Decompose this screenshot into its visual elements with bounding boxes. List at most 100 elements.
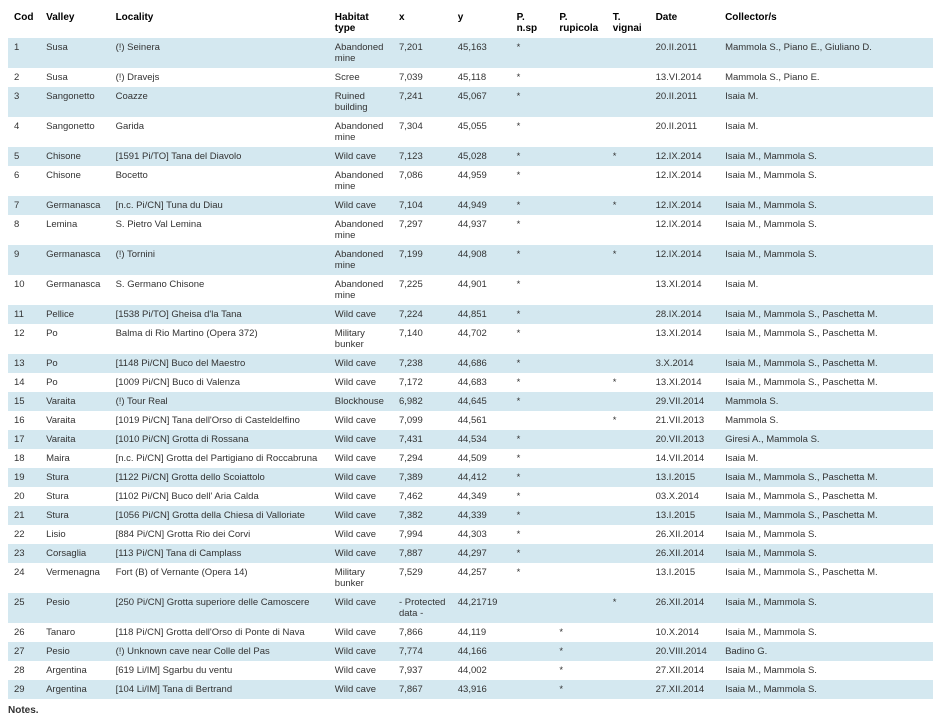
cell-y: 44,686 xyxy=(452,354,511,373)
cell-coll: Isaia M., Mammola S. xyxy=(719,661,933,680)
cell-x: 7,389 xyxy=(393,468,452,487)
cell-habitat: Wild cave xyxy=(329,680,393,699)
cell-habitat: Wild cave xyxy=(329,661,393,680)
cell-x: 7,104 xyxy=(393,196,452,215)
table-header-row: CodValleyLocalityHabitat typexyP. n.spP.… xyxy=(8,8,933,38)
cell-habitat: Wild cave xyxy=(329,373,393,392)
table-row: 19Stura[1122 Pi/CN] Grotta dello Scoiatt… xyxy=(8,468,933,487)
cell-cod: 1 xyxy=(8,38,40,68)
cell-date: 20.VIII.2014 xyxy=(650,642,720,661)
cell-pnsp xyxy=(511,593,554,623)
table-row: 4SangonettoGaridaAbandoned mine7,30445,0… xyxy=(8,117,933,147)
cell-coll: Isaia M., Mammola S., Paschetta M. xyxy=(719,563,933,593)
cell-y: 44,166 xyxy=(452,642,511,661)
table-row: 29Argentina[104 Li/IM] Tana di BertrandW… xyxy=(8,680,933,699)
cell-y: 45,163 xyxy=(452,38,511,68)
cell-cod: 18 xyxy=(8,449,40,468)
cell-prup xyxy=(553,117,606,147)
cell-y: 44,339 xyxy=(452,506,511,525)
table-body: 1Susa(!) SeineraAbandoned mine7,20145,16… xyxy=(8,38,933,699)
cell-valley: Lemina xyxy=(40,215,110,245)
cell-tvig xyxy=(607,354,650,373)
cell-prup xyxy=(553,68,606,87)
cell-prup xyxy=(553,166,606,196)
cell-prup xyxy=(553,38,606,68)
cell-coll: Isaia M. xyxy=(719,117,933,147)
cell-coll: Isaia M., Mammola S., Paschetta M. xyxy=(719,354,933,373)
cell-cod: 13 xyxy=(8,354,40,373)
cell-pnsp xyxy=(511,661,554,680)
cell-x: 7,123 xyxy=(393,147,452,166)
cell-pnsp: * xyxy=(511,87,554,117)
table-row: 17Varaita[1010 Pi/CN] Grotta di RossanaW… xyxy=(8,430,933,449)
cell-habitat: Blockhouse xyxy=(329,392,393,411)
cell-valley: Germanasca xyxy=(40,196,110,215)
cell-coll: Mammola S., Piano E., Giuliano D. xyxy=(719,38,933,68)
table-row: 9Germanasca(!) TorniniAbandoned mine7,19… xyxy=(8,245,933,275)
cell-pnsp: * xyxy=(511,147,554,166)
table-row: 18Maira[n.c. Pi/CN] Grotta del Partigian… xyxy=(8,449,933,468)
cell-habitat: Wild cave xyxy=(329,411,393,430)
cell-valley: Germanasca xyxy=(40,245,110,275)
cell-coll: Mammola S., Piano E. xyxy=(719,68,933,87)
data-table: CodValleyLocalityHabitat typexyP. n.spP.… xyxy=(8,8,933,699)
cell-y: 45,118 xyxy=(452,68,511,87)
cell-coll: Isaia M. xyxy=(719,449,933,468)
cell-date: 29.VII.2014 xyxy=(650,392,720,411)
table-row: 20Stura[1102 Pi/CN] Buco dell' Aria Cald… xyxy=(8,487,933,506)
cell-date: 13.XI.2014 xyxy=(650,373,720,392)
cell-valley: Stura xyxy=(40,487,110,506)
cell-x: 7,099 xyxy=(393,411,452,430)
cell-valley: Stura xyxy=(40,468,110,487)
cell-valley: Maira xyxy=(40,449,110,468)
cell-cod: 21 xyxy=(8,506,40,525)
cell-x: 7,039 xyxy=(393,68,452,87)
cell-cod: 25 xyxy=(8,593,40,623)
cell-y: 44,561 xyxy=(452,411,511,430)
cell-locality: [1591 Pi/TO] Tana del Diavolo xyxy=(110,147,329,166)
cell-cod: 26 xyxy=(8,623,40,642)
cell-locality: [n.c. Pi/CN] Grotta del Partigiano di Ro… xyxy=(110,449,329,468)
cell-x: 7,225 xyxy=(393,275,452,305)
cell-pnsp: * xyxy=(511,245,554,275)
cell-locality: (!) Seinera xyxy=(110,38,329,68)
cell-pnsp: * xyxy=(511,449,554,468)
cell-tvig xyxy=(607,324,650,354)
cell-pnsp: * xyxy=(511,506,554,525)
cell-tvig xyxy=(607,87,650,117)
cell-pnsp: * xyxy=(511,563,554,593)
cell-habitat: Wild cave xyxy=(329,544,393,563)
cell-pnsp: * xyxy=(511,196,554,215)
cell-pnsp: * xyxy=(511,38,554,68)
table-row: 28Argentina[619 Li/IM] Sgarbu du ventuWi… xyxy=(8,661,933,680)
cell-x: 7,937 xyxy=(393,661,452,680)
cell-cod: 17 xyxy=(8,430,40,449)
cell-coll: Isaia M., Mammola S., Paschetta M. xyxy=(719,373,933,392)
cell-habitat: Ruined building xyxy=(329,87,393,117)
cell-date: 10.X.2014 xyxy=(650,623,720,642)
cell-date: 20.VII.2013 xyxy=(650,430,720,449)
table-row: 25Pesio[250 Pi/CN] Grotta superiore dell… xyxy=(8,593,933,623)
cell-y: 44,002 xyxy=(452,661,511,680)
cell-valley: Sangonetto xyxy=(40,117,110,147)
cell-cod: 12 xyxy=(8,324,40,354)
cell-locality: [1538 Pi/TO] Gheisa d'la Tana xyxy=(110,305,329,324)
cell-tvig xyxy=(607,215,650,245)
cell-valley: Varaita xyxy=(40,411,110,430)
cell-pnsp xyxy=(511,680,554,699)
cell-date: 12.IX.2014 xyxy=(650,166,720,196)
cell-prup xyxy=(553,392,606,411)
cell-valley: Sangonetto xyxy=(40,87,110,117)
col-header-tvig: T. vignai xyxy=(607,8,650,38)
cell-tvig xyxy=(607,38,650,68)
cell-prup xyxy=(553,275,606,305)
cell-pnsp xyxy=(511,642,554,661)
cell-habitat: Wild cave xyxy=(329,642,393,661)
cell-pnsp: * xyxy=(511,392,554,411)
cell-prup: * xyxy=(553,680,606,699)
cell-y: 44,257 xyxy=(452,563,511,593)
cell-habitat: Wild cave xyxy=(329,196,393,215)
cell-cod: 22 xyxy=(8,525,40,544)
cell-x: 6,982 xyxy=(393,392,452,411)
cell-cod: 3 xyxy=(8,87,40,117)
